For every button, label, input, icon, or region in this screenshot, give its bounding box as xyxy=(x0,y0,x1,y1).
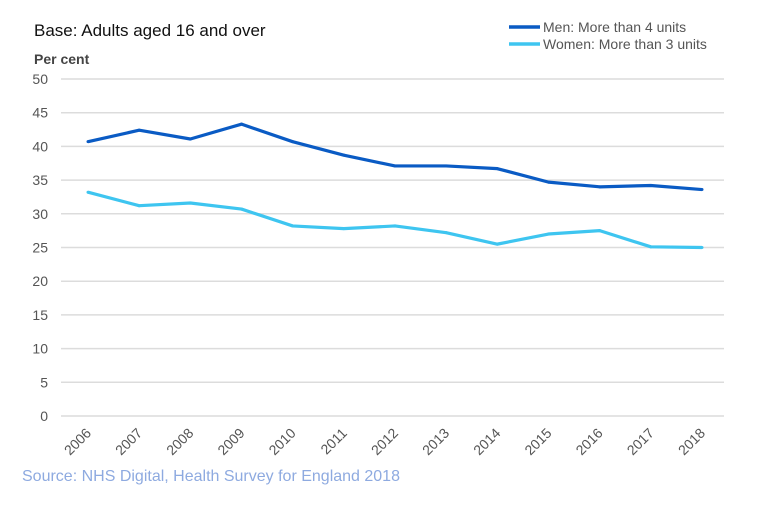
data-point xyxy=(137,128,141,132)
x-tick-label: 2015 xyxy=(521,425,554,458)
data-point xyxy=(137,204,141,208)
legend-label: Men: More than 4 units xyxy=(543,19,686,35)
data-point xyxy=(547,180,550,184)
data-point xyxy=(188,201,192,205)
x-tick-label: 2012 xyxy=(368,425,401,458)
data-point xyxy=(240,207,243,211)
y-tick-label: 45 xyxy=(32,105,48,121)
data-point xyxy=(649,183,653,187)
data-point xyxy=(86,190,90,194)
data-point xyxy=(291,140,295,144)
series-line-1 xyxy=(87,190,703,250)
y-tick-label: 20 xyxy=(32,273,48,289)
data-point xyxy=(240,122,243,126)
data-point xyxy=(444,231,448,235)
x-tick-label: 2006 xyxy=(61,425,94,458)
x-tick-label: 2010 xyxy=(265,425,298,458)
data-point xyxy=(495,242,499,246)
data-point xyxy=(342,153,346,157)
y-tick-label: 5 xyxy=(40,374,48,390)
y-tick-label: 10 xyxy=(32,341,48,357)
y-tick-label: 50 xyxy=(32,71,48,87)
x-tick-label: 2013 xyxy=(419,425,452,458)
y-tick-label: 40 xyxy=(32,138,48,154)
data-point xyxy=(649,245,653,249)
data-point xyxy=(188,137,192,141)
data-point xyxy=(495,167,499,171)
data-point xyxy=(342,227,346,231)
y-tick-label: 0 xyxy=(40,408,48,424)
x-tick-label: 2011 xyxy=(317,425,350,458)
x-tick-label: 2008 xyxy=(163,425,196,458)
x-tick-label: 2014 xyxy=(470,425,503,458)
data-point xyxy=(598,185,602,189)
data-point xyxy=(444,164,448,168)
data-point xyxy=(393,164,397,168)
y-tick-label: 35 xyxy=(32,172,48,188)
data-point xyxy=(291,224,295,228)
y-axis-label: Per cent xyxy=(34,51,90,67)
x-tick-label: 2018 xyxy=(675,425,708,458)
y-tick-label: 25 xyxy=(32,240,48,256)
data-point xyxy=(393,224,397,228)
y-tick-label: 30 xyxy=(32,206,48,222)
data-point xyxy=(700,188,704,192)
legend-label: Women: More than 3 units xyxy=(543,36,707,52)
x-tick-label: 2016 xyxy=(572,425,605,458)
data-point xyxy=(598,229,602,233)
x-tick-label: 2017 xyxy=(624,425,657,458)
x-tick-label: 2009 xyxy=(214,425,247,458)
source-note: Source: NHS Digital, Health Survey for E… xyxy=(22,468,400,485)
x-tick-label: 2007 xyxy=(112,425,145,458)
data-point xyxy=(700,246,704,249)
y-tick-label: 15 xyxy=(32,307,48,323)
data-point xyxy=(547,232,550,236)
data-point xyxy=(86,140,90,144)
chart-title: Base: Adults aged 16 and over xyxy=(34,21,266,40)
